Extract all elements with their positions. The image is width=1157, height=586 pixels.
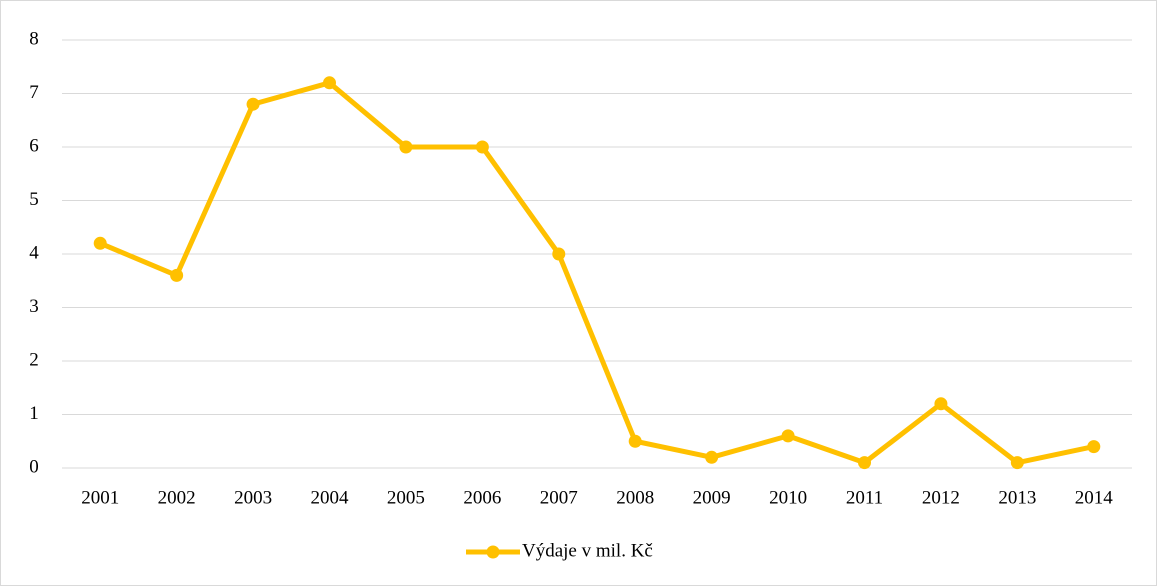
x-tick-label: 2011 (846, 487, 883, 508)
y-tick-label: 8 (29, 28, 39, 49)
x-tick-label: 2007 (540, 487, 578, 508)
point (170, 268, 184, 282)
x-tick-label: 2014 (1075, 487, 1114, 508)
y-tick-label: 1 (29, 403, 39, 424)
point (858, 456, 871, 470)
point (1087, 440, 1101, 454)
point (399, 140, 413, 154)
point (552, 247, 566, 261)
point (475, 140, 489, 154)
x-tick-label: 2009 (693, 487, 731, 508)
point (323, 76, 336, 90)
x-tick-label: 2012 (922, 487, 960, 508)
y-tick-label: 2 (29, 349, 39, 370)
y-tick-label: 5 (29, 189, 39, 210)
x-tick-label: 2008 (616, 487, 654, 508)
series-line (99, 80, 1095, 466)
point (93, 236, 107, 250)
x-tick-label: 2013 (998, 487, 1036, 508)
point (781, 429, 795, 443)
x-tick-label: 2005 (387, 487, 425, 508)
x-tick-label: 2002 (158, 487, 196, 508)
x-tick-label: 2001 (81, 487, 119, 508)
legend-marker (486, 545, 500, 559)
x-tick-label: 2006 (463, 487, 501, 508)
y-tick-label: 0 (29, 456, 39, 477)
x-tick-label: 2003 (234, 487, 272, 508)
x-tick-label: 2004 (311, 487, 350, 508)
y-tick-label: 4 (29, 242, 39, 263)
x-tick-label: 2010 (769, 487, 807, 508)
y-tick-label: 3 (29, 296, 39, 317)
y-tick-label: 7 (29, 82, 39, 103)
legend-label: Výdaje v mil. Kč (522, 540, 653, 561)
point (705, 450, 719, 464)
point (628, 434, 642, 448)
point (934, 397, 948, 411)
y-tick-label: 6 (29, 135, 39, 156)
point (246, 97, 260, 111)
point (1010, 456, 1024, 470)
